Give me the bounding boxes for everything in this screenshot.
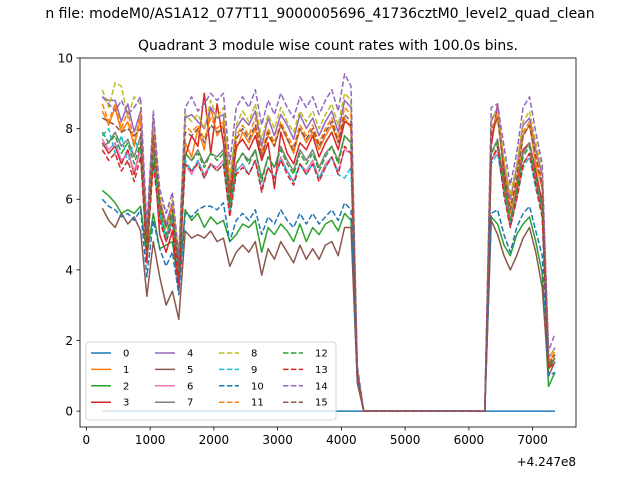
y-tick-label: 0 bbox=[65, 405, 73, 419]
plot-area: 0 1000 2000 3000 4000 5000 6000 700002468100123… bbox=[58, 52, 577, 447]
legend-label-5: 5 bbox=[187, 365, 193, 376]
chart-title: Quadrant 3 module wise count rates with … bbox=[138, 38, 518, 54]
legend-label-12: 12 bbox=[315, 349, 328, 360]
legend-label-9: 9 bbox=[251, 365, 257, 376]
y-tick-label: 8 bbox=[65, 122, 73, 136]
legend-label-0: 0 bbox=[123, 349, 129, 360]
legend-label-3: 3 bbox=[123, 398, 129, 409]
y-tick-label: 4 bbox=[65, 263, 73, 277]
y-tick-label: 2 bbox=[65, 334, 73, 348]
x-tick-label: 7000 bbox=[517, 433, 548, 447]
legend-box bbox=[85, 341, 337, 421]
legend-label-15: 15 bbox=[315, 398, 328, 409]
x-tick-label: 6000 bbox=[454, 433, 485, 447]
axes-frame bbox=[79, 57, 577, 428]
legend-label-1: 1 bbox=[123, 365, 129, 376]
legend-label-7: 7 bbox=[187, 398, 193, 409]
legend-label-10: 10 bbox=[251, 381, 264, 392]
x-tick-label: 0 bbox=[83, 433, 91, 447]
x-tick-label: 2000 bbox=[199, 433, 230, 447]
x-tick-label: 1000 bbox=[135, 433, 166, 447]
x-tick-label: 5000 bbox=[390, 433, 421, 447]
legend-label-14: 14 bbox=[315, 381, 328, 392]
legend-label-13: 13 bbox=[315, 365, 328, 376]
legend-label-6: 6 bbox=[187, 381, 193, 392]
legend-label-8: 8 bbox=[251, 349, 257, 360]
x-tick-label: 4000 bbox=[326, 433, 357, 447]
x-offset-text: +4.247e8 bbox=[517, 455, 576, 469]
legend-label-11: 11 bbox=[251, 398, 264, 409]
figure-suptitle: n file: modeM0/AS1A12_077T11_9000005696_… bbox=[45, 6, 594, 22]
y-tick-label: 10 bbox=[58, 52, 73, 66]
series-line-15 bbox=[101, 113, 556, 412]
series-line-13 bbox=[101, 145, 556, 412]
x-tick-label: 3000 bbox=[262, 433, 293, 447]
legend-label-4: 4 bbox=[187, 349, 193, 360]
y-tick-label: 6 bbox=[65, 193, 73, 207]
legend-label-2: 2 bbox=[123, 381, 129, 392]
